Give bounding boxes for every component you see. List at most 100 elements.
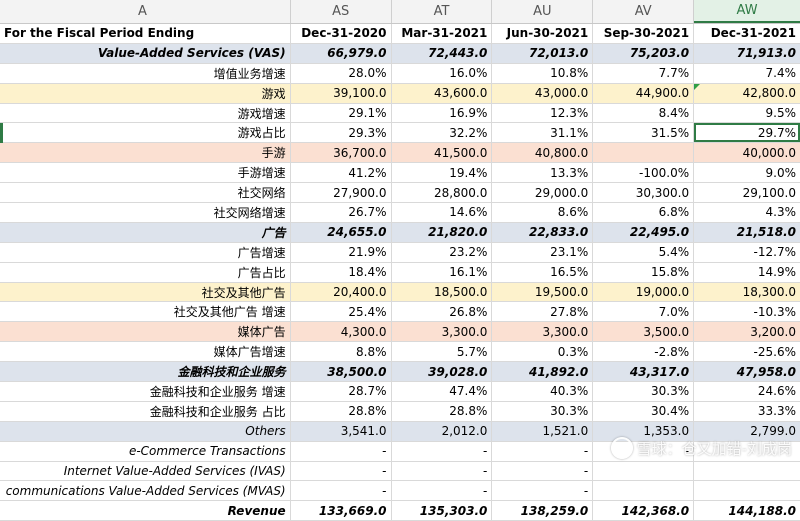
- data-cell[interactable]: 66,979.0: [290, 43, 392, 63]
- data-cell[interactable]: -100.0%: [593, 163, 695, 183]
- data-cell[interactable]: 133,669.0: [291, 501, 392, 521]
- column-letter-as[interactable]: AS: [291, 0, 392, 23]
- data-cell[interactable]: 21,518.0: [694, 222, 800, 242]
- data-cell[interactable]: -2.8%: [593, 342, 695, 362]
- data-cell[interactable]: 32.2%: [392, 123, 493, 143]
- data-cell[interactable]: 19.4%: [392, 163, 493, 183]
- data-cell[interactable]: 18,500.0: [391, 282, 493, 302]
- data-cell[interactable]: 29,000.0: [492, 183, 594, 203]
- column-letter-aw[interactable]: AW: [694, 0, 800, 23]
- data-cell[interactable]: 42,800.0: [694, 83, 800, 103]
- data-cell[interactable]: [694, 481, 800, 500]
- data-cell[interactable]: 23.2%: [392, 242, 493, 262]
- data-cell[interactable]: [593, 481, 695, 501]
- data-cell[interactable]: [593, 143, 695, 163]
- data-cell[interactable]: 135,303.0: [392, 501, 493, 521]
- data-cell[interactable]: 39,028.0: [391, 362, 493, 382]
- period-header-cell[interactable]: Sep-30-2021: [593, 24, 695, 43]
- data-cell[interactable]: 7.0%: [593, 302, 695, 322]
- period-header-label[interactable]: For the Fiscal Period Ending: [0, 24, 291, 43]
- data-cell[interactable]: 30.3%: [593, 382, 695, 401]
- row-label-cell[interactable]: 增值业务增速: [0, 63, 291, 83]
- data-cell[interactable]: -: [291, 441, 392, 461]
- data-cell[interactable]: 26.7%: [291, 203, 392, 222]
- data-cell[interactable]: 16.0%: [392, 63, 493, 83]
- period-header-cell[interactable]: Dec-31-2020: [291, 24, 392, 43]
- data-cell[interactable]: 14.6%: [392, 203, 493, 222]
- row-label-cell[interactable]: 媒体广告: [0, 322, 291, 342]
- data-cell[interactable]: 8.8%: [291, 342, 392, 362]
- data-cell[interactable]: 27.8%: [492, 302, 594, 322]
- data-cell[interactable]: 19,500.0: [492, 282, 594, 302]
- data-cell[interactable]: 29,100.0: [742, 185, 796, 200]
- data-cell[interactable]: 39,100.0: [290, 83, 392, 103]
- data-cell[interactable]: -: [492, 461, 594, 481]
- data-cell[interactable]: 10.8%: [492, 63, 594, 83]
- data-cell[interactable]: 71,913.0: [694, 43, 800, 63]
- data-cell[interactable]: 27,900.0: [291, 183, 392, 203]
- data-cell[interactable]: 31.5%: [593, 123, 695, 143]
- row-label-cell[interactable]: Internet Value-Added Services (IVAS): [0, 461, 291, 481]
- row-label-cell[interactable]: 广告占比: [0, 262, 291, 282]
- data-cell[interactable]: 28,800.0: [392, 183, 493, 203]
- data-cell[interactable]: 2,799.0: [694, 421, 800, 441]
- data-cell[interactable]: 18.4%: [291, 262, 392, 282]
- data-cell[interactable]: 28.8%: [392, 401, 493, 421]
- row-label-cell[interactable]: 游戏: [0, 83, 291, 103]
- data-cell[interactable]: 43,000.0: [492, 83, 594, 103]
- data-cell[interactable]: -: [291, 461, 392, 481]
- row-label-cell[interactable]: 金融科技和企业服务: [0, 362, 291, 382]
- data-cell[interactable]: 18,300.0: [694, 282, 800, 302]
- data-cell[interactable]: 28.8%: [291, 401, 392, 421]
- row-label-cell[interactable]: e-Commerce Transactions: [0, 441, 291, 461]
- data-cell[interactable]: 13.3%: [492, 163, 594, 183]
- row-label-cell[interactable]: Value-Added Services (VAS): [0, 43, 291, 63]
- data-cell[interactable]: 3,300.0: [492, 322, 594, 342]
- data-cell[interactable]: 47.4%: [392, 382, 493, 401]
- data-cell[interactable]: 3,200.0: [694, 322, 800, 342]
- row-label-cell[interactable]: 社交网络增速: [0, 203, 291, 222]
- row-label-cell[interactable]: Revenue: [0, 501, 291, 521]
- data-cell[interactable]: 38,500.0: [290, 362, 392, 382]
- data-cell[interactable]: 24.6%: [757, 384, 796, 399]
- data-cell[interactable]: 40,000.0: [694, 143, 800, 163]
- data-cell[interactable]: 142,368.0: [593, 501, 695, 521]
- data-cell[interactable]: 16.9%: [392, 103, 493, 123]
- data-cell[interactable]: 7.7%: [593, 63, 695, 83]
- data-cell[interactable]: 75,203.0: [593, 43, 695, 63]
- row-label-cell[interactable]: 游戏占比: [0, 123, 291, 143]
- data-cell[interactable]: 7.4%: [765, 66, 797, 81]
- column-letter-av[interactable]: AV: [593, 0, 695, 23]
- data-cell[interactable]: 1,521.0: [492, 421, 594, 441]
- data-cell[interactable]: -10.3%: [753, 304, 796, 319]
- data-cell[interactable]: 28.7%: [291, 382, 392, 401]
- data-cell[interactable]: 41,500.0: [391, 143, 493, 163]
- data-cell[interactable]: -: [492, 441, 594, 461]
- row-label-cell[interactable]: 广告: [0, 222, 291, 242]
- data-cell[interactable]: 15.8%: [593, 262, 695, 282]
- row-label-cell[interactable]: 媒体广告增速: [0, 342, 291, 362]
- data-cell[interactable]: 25.4%: [291, 302, 392, 322]
- data-cell[interactable]: 14.9%: [757, 265, 796, 280]
- row-label-cell[interactable]: 社交及其他广告 增速: [0, 302, 291, 322]
- row-label-cell[interactable]: Others: [0, 421, 291, 441]
- data-cell[interactable]: -12.7%: [753, 245, 796, 260]
- data-cell[interactable]: [694, 442, 800, 461]
- data-cell[interactable]: 24,655.0: [290, 222, 392, 242]
- period-header-cell[interactable]: Jun-30-2021: [492, 24, 594, 43]
- row-label-cell[interactable]: communications Value-Added Services (MVA…: [0, 481, 291, 501]
- data-cell[interactable]: 23.1%: [492, 242, 594, 262]
- data-cell[interactable]: 0.3%: [492, 342, 594, 362]
- data-cell[interactable]: 8.6%: [492, 203, 594, 222]
- data-cell[interactable]: 72,443.0: [391, 43, 493, 63]
- data-cell[interactable]: 72,013.0: [492, 43, 594, 63]
- data-cell[interactable]: 40,800.0: [492, 143, 594, 163]
- row-label-cell[interactable]: 手游: [0, 143, 291, 163]
- data-cell[interactable]: -: [593, 441, 695, 461]
- column-letter-a[interactable]: A: [0, 0, 291, 23]
- data-cell[interactable]: [694, 462, 800, 481]
- data-cell[interactable]: 31.1%: [492, 123, 594, 143]
- period-header-cell[interactable]: Mar-31-2021: [392, 24, 493, 43]
- data-cell[interactable]: 5.7%: [392, 342, 493, 362]
- column-letter-au[interactable]: AU: [492, 0, 594, 23]
